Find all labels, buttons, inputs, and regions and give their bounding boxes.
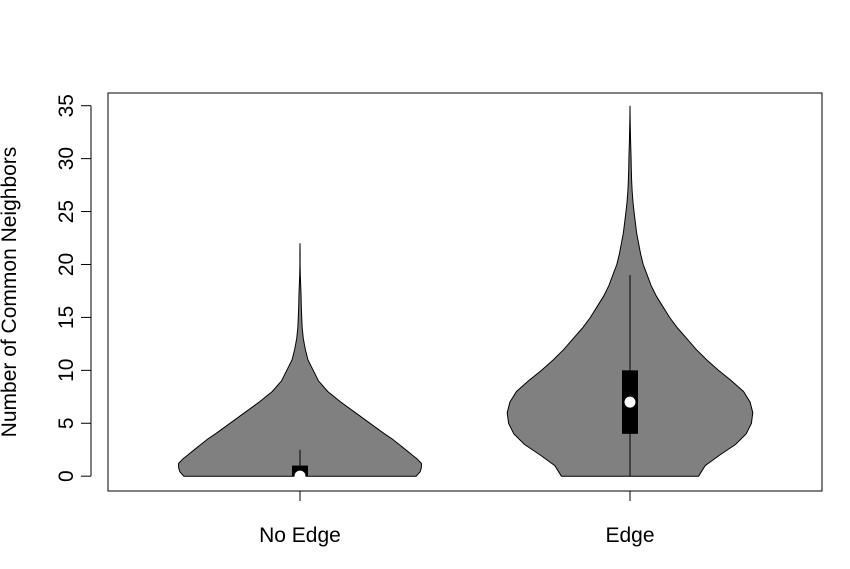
y-tick-label: 0 — [55, 470, 78, 482]
y-tick-label: 35 — [55, 94, 78, 117]
y-tick-label: 20 — [55, 253, 78, 276]
y-tick-label: 25 — [55, 200, 78, 223]
box-layer — [292, 275, 638, 482]
y-tick-label: 30 — [55, 147, 78, 170]
x-tick-label-edge: Edge — [605, 524, 654, 547]
violin-layer — [178, 105, 754, 477]
violin-no-edge — [178, 243, 422, 477]
plot-area-frame — [107, 92, 823, 492]
y-tick-label: 15 — [55, 306, 78, 329]
x-tick-label-no-edge: No Edge — [259, 524, 341, 547]
median-dot-no-edge — [294, 470, 306, 482]
y-tick-label: 5 — [55, 417, 78, 429]
median-dot-edge — [624, 396, 636, 408]
y-axis: 0 5 10 15 20 25 30 35 — [55, 94, 92, 482]
y-tick-label: 10 — [55, 359, 78, 382]
y-axis-title: Number of Common Neighbors — [0, 147, 21, 438]
x-axis: No Edge Edge — [259, 491, 655, 547]
